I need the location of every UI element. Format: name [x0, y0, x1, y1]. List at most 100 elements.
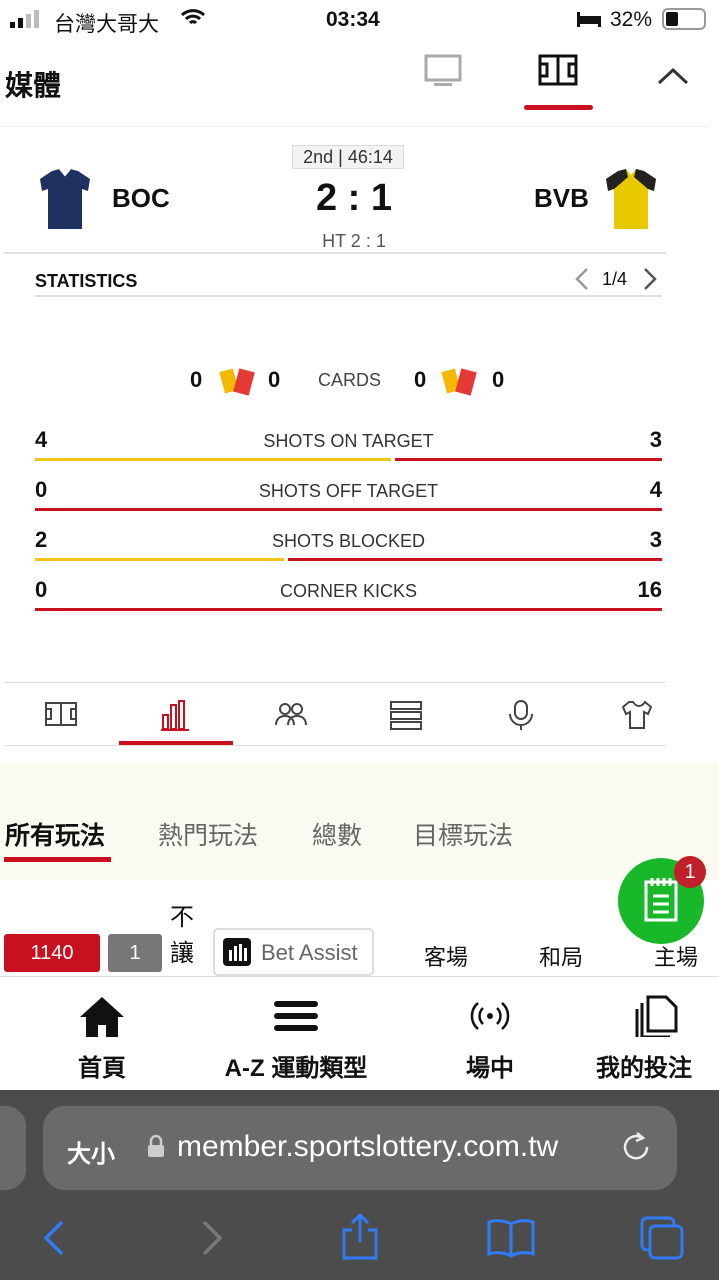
nav-label: 場中 [466, 1055, 514, 1082]
prev-tab-peek[interactable] [0, 1106, 26, 1190]
nav-label: 我的投注 [596, 1055, 692, 1082]
bottom-nav: 首頁 A-Z 運動類型 場中 我的投注 [0, 976, 719, 1090]
list-icon [390, 701, 422, 730]
bar-chart-icon [223, 938, 251, 966]
media-tab-bar-chart[interactable] [119, 691, 233, 741]
nav-live[interactable]: 場中 [400, 995, 580, 1083]
away-red-cards: 0 [492, 367, 505, 392]
stat-home-bar [35, 558, 285, 561]
microphone-icon [509, 700, 533, 730]
cards-icon [440, 367, 480, 403]
text-size-button[interactable]: 大小 [67, 1141, 115, 1168]
home-team: BOC [112, 183, 170, 213]
stat-away-bar [35, 508, 662, 511]
tabs-icon[interactable] [640, 1216, 686, 1267]
cards-icon [218, 367, 258, 403]
nav-sports[interactable]: A-Z 運動類型 [206, 995, 386, 1083]
bet-assist-label: Bet Assist [261, 940, 358, 965]
prev-page-icon[interactable] [574, 267, 590, 296]
tab-totals[interactable]: 總數 [312, 822, 363, 850]
pitch-icon [45, 702, 77, 726]
monitor-icon[interactable] [424, 54, 462, 93]
stat-away-value: 3 [649, 427, 662, 452]
chevron-up-icon[interactable] [656, 66, 690, 91]
stat-home-value: 0 [35, 577, 48, 602]
media-tab-microphone[interactable] [464, 691, 578, 741]
media-tab-lineup[interactable] [234, 691, 348, 741]
away-shirt-icon [604, 167, 658, 236]
nav-home[interactable]: 首頁 [12, 995, 192, 1083]
tab-popular[interactable]: 熱門玩法 [158, 822, 259, 850]
tab-all-bets[interactable]: 所有玩法 [5, 822, 106, 850]
stat-label: SHOTS BLOCKED [271, 531, 426, 551]
back-icon[interactable] [40, 1218, 70, 1263]
media-tab-list[interactable] [349, 691, 463, 741]
home-shirt-icon [38, 167, 92, 236]
nav-my-bets[interactable]: 我的投注 [596, 995, 719, 1083]
home-red-cards: 0 [268, 367, 281, 392]
url-text: member.sportslottery.com.tw [177, 1130, 559, 1163]
nav-label: 首頁 [78, 1055, 126, 1082]
stat-home-value: 2 [35, 527, 48, 552]
bed-icon [576, 10, 602, 34]
stat-row: 4 SHOTS ON TARGET 3 [35, 427, 662, 461]
stat-home-value: 0 [35, 477, 48, 502]
browser-bar: 大小 member.sportslottery.com.tw [0, 1090, 719, 1280]
col-home: 主場 [654, 945, 699, 970]
battery-percent: 32% [610, 8, 653, 31]
col-away: 客場 [424, 945, 469, 970]
pitch-icon[interactable] [538, 54, 578, 91]
stat-away-value: 3 [649, 527, 662, 552]
betslip-count: 1 [674, 856, 706, 888]
stat-home-value: 4 [35, 427, 48, 452]
reload-icon[interactable] [619, 1130, 653, 1169]
status-bar: 台灣大哥大 03:34 32% [0, 0, 719, 40]
shirt-icon [621, 700, 653, 729]
stat-row: 0 SHOTS OFF TARGET 4 [35, 477, 662, 511]
media-tab-shirt[interactable] [579, 691, 693, 741]
statistics-title: STATISTICS [35, 271, 138, 291]
cards-row: 0 0 CARDS 0 0 [0, 367, 708, 397]
stat-away-bar [35, 608, 662, 611]
live-icon [470, 1002, 510, 1030]
stat-home-bar [35, 458, 391, 461]
share-icon[interactable] [340, 1212, 380, 1265]
battery-icon [662, 8, 706, 30]
forward-icon[interactable] [196, 1218, 226, 1263]
bookmarks-icon[interactable] [486, 1218, 536, 1263]
stat-away-value: 4 [649, 477, 662, 502]
bet-assist-button[interactable]: Bet Assist [213, 928, 374, 976]
score: 2 : 1 [315, 177, 393, 219]
stat-row: 2 SHOTS BLOCKED 3 [35, 527, 662, 561]
cards-label: CARDS [318, 370, 382, 390]
wifi-icon [180, 8, 206, 34]
bet-tab-indicator [4, 857, 111, 862]
tab-goals[interactable]: 目標玩法 [413, 822, 514, 850]
stat-away-bar [288, 558, 662, 561]
clock: 03:34 [326, 8, 380, 31]
address-bar[interactable]: 大小 member.sportslottery.com.tw [43, 1106, 677, 1190]
away-team: BVB [534, 183, 589, 213]
no-handicap: 不讓 [170, 904, 194, 967]
media-tab-pitch[interactable] [4, 691, 118, 741]
next-page-icon[interactable] [642, 267, 658, 296]
match-panel: 2nd | 46:14 BOC 2 : 1 HT 2 : 1 BVB STATI… [0, 126, 708, 762]
match-code: 1140 [4, 934, 100, 972]
documents-icon [635, 995, 678, 1043]
nav-label: A-Z 運動類型 [224, 1055, 368, 1082]
home-icon [80, 997, 124, 1037]
stat-row: 0 CORNER KICKS 16 [35, 577, 662, 611]
notepad-icon [644, 876, 678, 927]
match-num: 1 [108, 934, 162, 972]
stat-away-value: 16 [637, 577, 662, 602]
stat-label: SHOTS OFF TARGET [258, 481, 439, 501]
betslip-button[interactable]: 1 [618, 856, 706, 944]
bet-tabs: 所有玩法 熱門玩法 總數 目標玩法 [0, 762, 719, 880]
away-yellow-cards: 0 [414, 367, 427, 392]
stat-label: SHOTS ON TARGET [263, 431, 434, 451]
media-title: 媒體 [5, 70, 62, 101]
active-tab-indicator [524, 105, 593, 110]
media-header: 媒體 [0, 40, 719, 126]
match-period: 2nd | 46:14 [292, 145, 404, 169]
menu-icon [274, 1001, 318, 1031]
